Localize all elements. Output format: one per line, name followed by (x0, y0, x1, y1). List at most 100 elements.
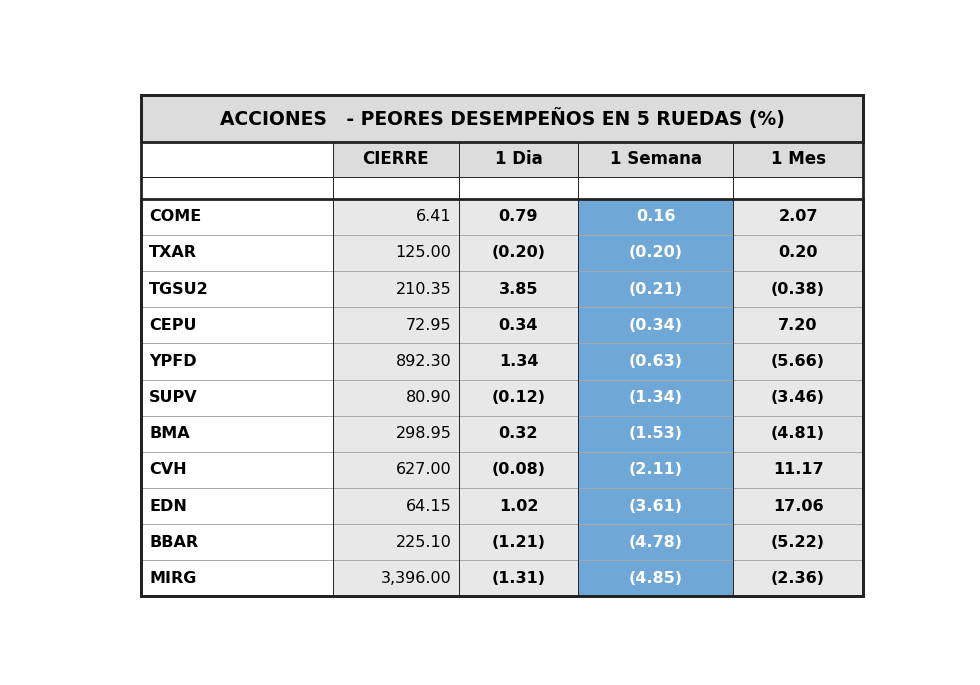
Bar (733, 416, 863, 452)
Bar (459, 142, 578, 177)
Text: (0.08): (0.08) (492, 462, 546, 477)
Bar (141, 142, 863, 199)
Bar (332, 452, 459, 488)
Bar (733, 524, 863, 560)
Bar (332, 199, 459, 235)
Text: 2.07: 2.07 (778, 210, 818, 224)
Text: YPFD: YPFD (149, 354, 197, 369)
Bar (733, 199, 863, 235)
Text: 6.41: 6.41 (416, 210, 452, 224)
Bar (141, 416, 332, 452)
Bar (733, 379, 863, 416)
Bar (733, 235, 863, 271)
Bar (578, 524, 733, 560)
Text: (0.34): (0.34) (628, 318, 683, 333)
Text: CVH: CVH (149, 462, 187, 477)
Bar (733, 452, 863, 488)
Text: 3,396.00: 3,396.00 (380, 571, 452, 586)
Bar (141, 142, 332, 177)
Text: 72.95: 72.95 (406, 318, 452, 333)
Text: 7.20: 7.20 (778, 318, 818, 333)
Bar (141, 452, 332, 488)
Text: (1.31): (1.31) (492, 571, 546, 586)
Bar (141, 177, 863, 199)
Bar (733, 271, 863, 307)
Bar (332, 379, 459, 416)
Text: (3.61): (3.61) (628, 499, 683, 514)
Bar (578, 307, 733, 343)
Text: (5.22): (5.22) (771, 535, 825, 550)
Bar (578, 416, 733, 452)
Bar (332, 560, 459, 597)
Text: ACCIONES   - PEORES DESEMPEÑOS EN 5 RUEDAS (%): ACCIONES - PEORES DESEMPEÑOS EN 5 RUEDAS… (220, 108, 785, 129)
Bar (332, 524, 459, 560)
Text: 0.32: 0.32 (499, 426, 538, 441)
Bar (733, 488, 863, 524)
Text: TGSU2: TGSU2 (149, 282, 209, 297)
Text: (2.36): (2.36) (771, 571, 825, 586)
Text: BMA: BMA (149, 426, 190, 441)
Bar (332, 343, 459, 379)
Text: (5.66): (5.66) (771, 354, 825, 369)
Bar (578, 199, 733, 235)
Text: 0.16: 0.16 (636, 210, 675, 224)
Text: (0.12): (0.12) (492, 390, 546, 405)
Bar (332, 416, 459, 452)
Text: COME: COME (149, 210, 201, 224)
Bar (141, 307, 332, 343)
Bar (459, 416, 578, 452)
Bar (332, 235, 459, 271)
Text: 11.17: 11.17 (773, 462, 823, 477)
Bar (733, 142, 863, 177)
Bar (459, 271, 578, 307)
Text: (0.63): (0.63) (628, 354, 683, 369)
Text: 125.00: 125.00 (396, 245, 452, 260)
Bar (733, 343, 863, 379)
Bar (578, 379, 733, 416)
Bar (332, 488, 459, 524)
Text: 1 Semana: 1 Semana (610, 151, 702, 169)
Text: (4.78): (4.78) (628, 535, 683, 550)
Text: SUPV: SUPV (149, 390, 198, 405)
Bar (578, 271, 733, 307)
Bar (141, 271, 332, 307)
Text: 210.35: 210.35 (396, 282, 452, 297)
Text: BBAR: BBAR (149, 535, 198, 550)
Bar (459, 488, 578, 524)
Bar (332, 307, 459, 343)
Text: 17.06: 17.06 (773, 499, 823, 514)
Bar (459, 524, 578, 560)
Text: 0.34: 0.34 (499, 318, 538, 333)
Bar (578, 343, 733, 379)
Text: 225.10: 225.10 (396, 535, 452, 550)
Bar (459, 560, 578, 597)
Text: (2.11): (2.11) (628, 462, 683, 477)
Bar (141, 95, 863, 142)
Bar (141, 560, 332, 597)
Text: 1.02: 1.02 (499, 499, 538, 514)
Text: (4.81): (4.81) (771, 426, 825, 441)
Text: TXAR: TXAR (149, 245, 197, 260)
Text: CIERRE: CIERRE (363, 151, 429, 169)
Bar (332, 271, 459, 307)
Bar (578, 560, 733, 597)
Bar (459, 235, 578, 271)
Text: 0.20: 0.20 (778, 245, 818, 260)
Bar (141, 199, 332, 235)
Text: 64.15: 64.15 (406, 499, 452, 514)
Text: 1 Mes: 1 Mes (770, 151, 825, 169)
Bar (459, 379, 578, 416)
Bar (459, 343, 578, 379)
Bar (141, 488, 332, 524)
Text: EDN: EDN (149, 499, 187, 514)
Text: 3.85: 3.85 (499, 282, 538, 297)
Bar (578, 235, 733, 271)
Bar (141, 379, 332, 416)
Bar (578, 488, 733, 524)
Bar (141, 199, 863, 597)
Text: (1.34): (1.34) (628, 390, 683, 405)
Bar (141, 524, 332, 560)
Text: MIRG: MIRG (149, 571, 196, 586)
Text: CEPU: CEPU (149, 318, 197, 333)
Bar (578, 142, 733, 177)
